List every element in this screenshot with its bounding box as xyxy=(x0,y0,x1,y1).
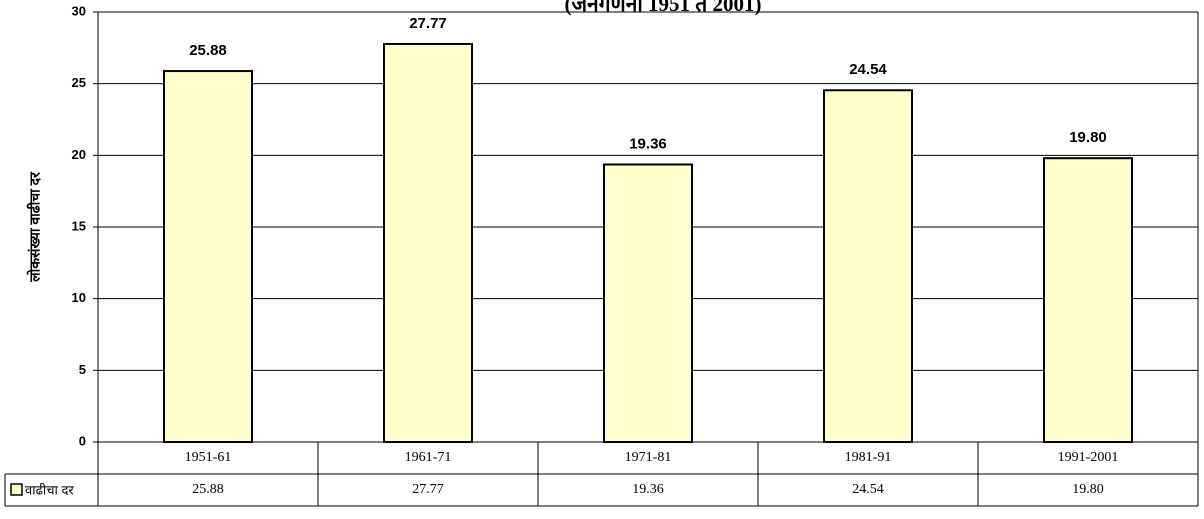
y-tick-label: 25 xyxy=(72,75,86,90)
bar xyxy=(823,89,913,443)
data-label: 27.77 xyxy=(409,15,447,32)
y-tick-label: 5 xyxy=(79,362,86,377)
legend-swatch xyxy=(10,483,23,496)
data-label: 24.54 xyxy=(849,61,887,78)
y-tick-label: 20 xyxy=(72,147,86,162)
bar xyxy=(1043,157,1133,443)
x-tick-label: 1991-2001 xyxy=(1058,450,1119,465)
bar xyxy=(603,163,693,444)
x-tick-label: 1981-91 xyxy=(845,450,892,465)
y-tick-label: 10 xyxy=(72,290,86,305)
bar xyxy=(383,42,473,443)
y-tick-label: 30 xyxy=(72,3,86,18)
data-label: 19.36 xyxy=(629,135,667,152)
x-tick-label: 1951-61 xyxy=(185,450,232,465)
y-axis-label: लोकसंख्या वाढीचा दर xyxy=(27,171,43,283)
chart-title: (जनगणना 1951 ते 2001) xyxy=(564,0,761,16)
x-tick-label: 1971-81 xyxy=(625,450,672,465)
bar xyxy=(163,70,253,443)
table-cell: 19.36 xyxy=(632,482,664,497)
table-cell: 27.77 xyxy=(412,482,444,497)
y-tick-label: 0 xyxy=(79,433,86,448)
table-cell: 19.80 xyxy=(1072,482,1104,497)
table-cell: 24.54 xyxy=(852,482,884,497)
x-tick-label: 1961-71 xyxy=(405,450,452,465)
legend-label: वाढीचा दर xyxy=(25,482,74,497)
y-tick-label: 15 xyxy=(72,218,86,233)
table-cell: 25.88 xyxy=(192,482,224,497)
data-label: 19.80 xyxy=(1069,129,1107,146)
data-label: 25.88 xyxy=(189,42,227,59)
